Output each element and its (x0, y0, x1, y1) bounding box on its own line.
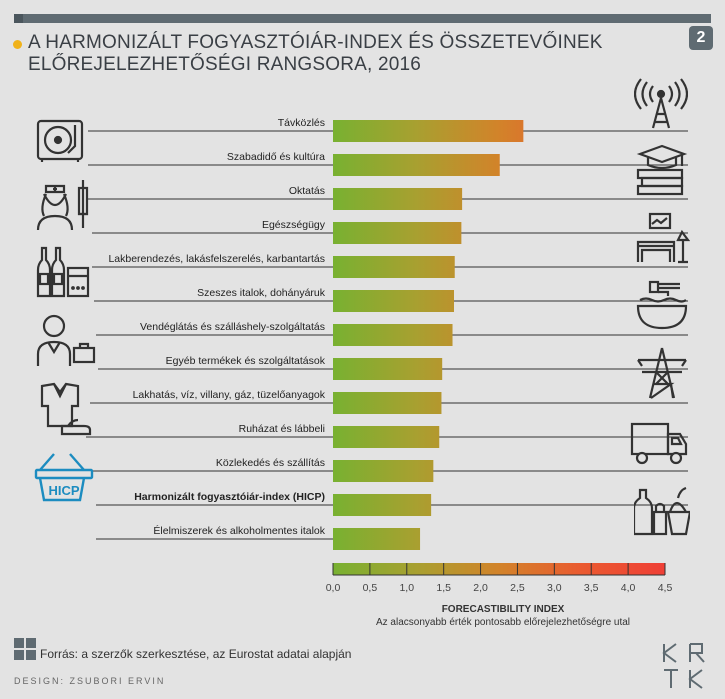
page-number-badge: 2 (689, 26, 713, 50)
chart-title: A HARMONIZÁLT FOGYASZTÓIÁR-INDEX ÉS ÖSSZ… (28, 32, 603, 76)
truck-icon (630, 422, 688, 465)
category-label: Élelmiszerek és alkoholmentes italok (153, 524, 325, 537)
bar (333, 358, 443, 380)
category-label: Szabadidő és kultúra (227, 151, 325, 163)
title-line-2: ELŐREJELEZHETŐSÉGI RANGSORA, 2016 (28, 54, 422, 75)
chart-rows: Távközlés Szabadidő és kultúra Oktatás Egés… (86, 117, 688, 550)
record-player-icon (36, 119, 84, 162)
category-label: Távközlés (278, 117, 325, 129)
category-label: Ruházat és lábbeli (239, 423, 325, 435)
bar (333, 392, 442, 414)
tick-label: 1,5 (436, 582, 451, 594)
clothes-shoe-icon (40, 382, 92, 436)
design-credit: DESIGN: ZSUBORI ERVIN (14, 676, 166, 686)
books-graduation-icon (636, 144, 688, 196)
tick-label: 3,5 (584, 582, 599, 594)
nurse-syringe-icon (36, 180, 89, 231)
tick-label: 2,0 (473, 582, 488, 594)
tick-label: 0,0 (326, 582, 341, 594)
tick-label: 2,5 (510, 582, 525, 594)
bar (333, 222, 462, 244)
hicp-basket-icon: HICP (34, 453, 94, 502)
category-label: Oktatás (289, 185, 325, 197)
category-label: Szeszes italok, dohányáruk (197, 287, 326, 299)
x-axis: 0,0 0,5 1,0 1,5 2,0 2,5 3,0 3,5 4,0 4,5 (326, 563, 673, 594)
tick-label: 0,5 (363, 582, 378, 594)
groceries-icon (634, 486, 690, 536)
title-line-1: A HARMONIZÁLT FOGYASZTÓIÁR-INDEX ÉS ÖSSZ… (28, 32, 603, 53)
hicp-basket-label: HICP (48, 483, 79, 498)
tick-label: 3,0 (547, 582, 562, 594)
title-bullet (13, 40, 22, 49)
tick-label: 1,0 (399, 582, 414, 594)
bottles-cigarettes-icon (36, 246, 90, 298)
living-room-icon (636, 212, 690, 264)
power-pylon-icon (637, 347, 687, 399)
category-label: Lakberendezés, lakásfelszerelés, karbant… (108, 253, 325, 265)
bar (333, 154, 500, 176)
krtk-logo (662, 643, 705, 689)
bowl-noodles-icon (636, 280, 688, 330)
bar (333, 120, 524, 142)
category-label: Lakhatás, víz, villany, gáz, tüzelőanyag… (133, 389, 326, 401)
category-label: Egészségügy (262, 219, 326, 231)
x-axis-title: FORECASTIBILITY INDEX (442, 604, 565, 615)
tick-label: 4,0 (621, 582, 636, 594)
bar (333, 528, 421, 550)
bar (333, 290, 454, 312)
source-grid-icon (14, 638, 36, 660)
tick-label: 4,5 (658, 582, 673, 594)
bar (333, 188, 463, 210)
bar (333, 494, 432, 516)
waiter-icon (36, 314, 96, 366)
category-label: Harmonizált fogyasztóiár-index (HICP) (134, 491, 325, 503)
bar (333, 324, 453, 346)
top-bar-square (14, 14, 23, 23)
top-bar (14, 14, 711, 23)
antenna-icon (634, 78, 688, 129)
category-label: Közlekedés és szállítás (216, 457, 325, 469)
bar (333, 426, 440, 448)
axis-gradient-strip (333, 563, 665, 575)
category-label: Vendéglátás és szálláshely-szolgáltatás (140, 321, 325, 333)
source-note: Forrás: a szerzők szerkesztése, az Euros… (40, 647, 352, 661)
bar (333, 256, 455, 278)
category-label: Egyéb termékek és szolgáltatások (166, 355, 326, 367)
bar (333, 460, 434, 482)
x-axis-subtitle: Az alacsonyabb érték pontosabb előrejele… (376, 617, 630, 628)
